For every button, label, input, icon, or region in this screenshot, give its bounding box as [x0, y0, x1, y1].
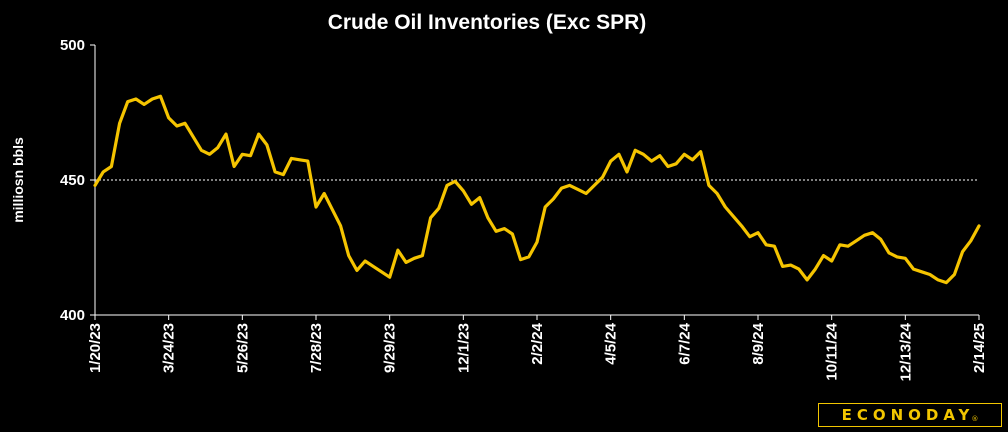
x-tick-label: 8/9/24: [750, 322, 767, 364]
y-tick-label: 400: [60, 307, 85, 324]
x-tick-label: 10/11/24: [824, 322, 841, 380]
x-tick-label: 2/2/24: [529, 322, 546, 364]
y-tick-label: 500: [60, 37, 85, 54]
x-tick-labels: 1/20/23 3/24/23 5/26/23 7/28/23 9/29/23 12/1/…: [87, 322, 988, 381]
y-tick-label: 450: [60, 172, 85, 189]
econoday-logo: ECONODAY ®: [818, 403, 1002, 427]
chart-title: Crude Oil Inventories (Exc SPR): [328, 11, 647, 34]
axes: [90, 44, 980, 320]
x-tick-label: 3/24/23: [161, 323, 178, 373]
x-tick-label: 6/7/24: [676, 322, 693, 364]
x-tick-label: 9/29/23: [382, 323, 399, 373]
series-layer: [93, 94, 981, 285]
x-tick-label: 12/1/23: [455, 323, 472, 373]
x-tick-label: 7/28/23: [308, 323, 325, 373]
y-axis-label: milliosn bbls: [10, 137, 26, 223]
series-line-0: [93, 94, 981, 285]
x-tick-label: 4/5/24: [603, 322, 620, 364]
x-tick-label: 5/26/23: [234, 323, 251, 373]
logo-registered-mark: ®: [971, 415, 979, 423]
x-tick-label: 12/13/24: [897, 322, 914, 381]
x-tick-label: 2/14/25: [971, 323, 988, 373]
x-tick-label: 1/20/23: [87, 323, 104, 373]
y-tick-labels: 400 450 500: [60, 37, 85, 324]
logo-text: ECONODAY: [841, 406, 975, 424]
